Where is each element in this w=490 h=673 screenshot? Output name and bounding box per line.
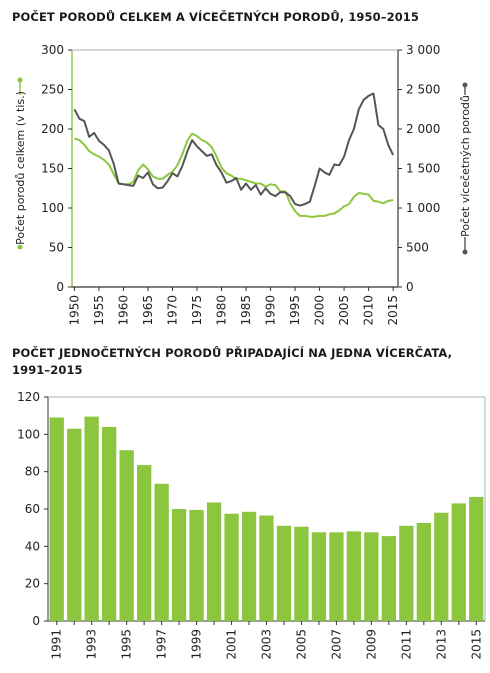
bar-y-tick-label: 100 bbox=[17, 427, 40, 441]
left-legend-dot bbox=[17, 244, 23, 250]
y-left-tick-label: 0 bbox=[56, 280, 64, 294]
x-tick-label: 1995 bbox=[288, 295, 302, 326]
bar bbox=[469, 496, 484, 621]
bar-x-tick-label: 1997 bbox=[155, 629, 169, 660]
bar bbox=[451, 503, 466, 621]
bar bbox=[399, 525, 414, 621]
bar-x-tick-label: 2011 bbox=[399, 629, 413, 660]
x-tick-label: 1960 bbox=[116, 295, 130, 326]
x-tick-label: 1980 bbox=[215, 295, 229, 326]
x-tick-label: 1955 bbox=[92, 295, 106, 326]
x-tick-label: 1975 bbox=[190, 295, 204, 326]
bar bbox=[171, 509, 187, 621]
y-right-axis-label: Počet vícečetných porodů bbox=[459, 95, 472, 237]
y-right-tick-label: 2 500 bbox=[406, 83, 440, 97]
x-tick-label: 1970 bbox=[165, 295, 179, 326]
y-left-axis-label: Počet porodů celkem (v tis.) bbox=[14, 91, 27, 245]
y-right-tick-label: 2 000 bbox=[406, 122, 440, 136]
bar bbox=[119, 450, 134, 621]
x-tick-label: 1950 bbox=[67, 295, 81, 326]
bar bbox=[364, 532, 379, 621]
y-right-tick-label: 1 000 bbox=[406, 201, 440, 215]
bar-y-tick-label: 60 bbox=[25, 502, 40, 516]
bar bbox=[329, 532, 344, 621]
x-tick-label: 2010 bbox=[362, 295, 376, 326]
bar bbox=[102, 426, 117, 621]
bar bbox=[154, 483, 169, 621]
bar-y-tick-label: 120 bbox=[17, 390, 40, 404]
bar bbox=[381, 536, 396, 621]
bar bbox=[259, 515, 274, 621]
right-label-bg bbox=[458, 95, 472, 237]
bar-x-tick-label: 2009 bbox=[364, 629, 378, 660]
bar-x-tick-label: 2003 bbox=[260, 629, 274, 660]
bar-x-tick-label: 2013 bbox=[434, 629, 448, 660]
chart1-line-chart: 0 50 100 150 200 250 300 0 500 1 000 1 500 2 000 2 5… bbox=[13, 43, 472, 326]
chart2-title: POČET JEDNOČETNÝCH PORODŮ PŘIPADAJÍCÍ NA… bbox=[12, 346, 453, 377]
y-left-tick-label: 250 bbox=[41, 83, 64, 97]
right-legend-dot bbox=[462, 249, 468, 255]
bar bbox=[416, 523, 431, 621]
y-left-tick-label: 50 bbox=[49, 241, 64, 255]
bar-y-tick-label: 20 bbox=[25, 577, 40, 591]
bar-x-tick-label: 2015 bbox=[469, 629, 483, 660]
bar bbox=[311, 532, 327, 621]
x-tick-label: 1990 bbox=[264, 295, 278, 326]
left-label-bg bbox=[13, 95, 27, 245]
bar bbox=[67, 428, 82, 621]
bar bbox=[137, 465, 152, 621]
bar bbox=[49, 417, 64, 621]
y-right-tick-label: 0 bbox=[406, 280, 414, 294]
bar bbox=[276, 525, 292, 621]
y-left-tick-label: 300 bbox=[41, 43, 64, 57]
bar bbox=[294, 526, 309, 621]
y-right-tick-label: 1 500 bbox=[406, 162, 440, 176]
bar bbox=[434, 512, 449, 621]
bar-y-tick-label: 0 bbox=[32, 614, 40, 628]
chart1-title: POČET PORODŮ CELKEM A VÍCEČETNÝCH PORODŮ… bbox=[12, 10, 419, 24]
bar bbox=[206, 502, 222, 621]
y-right-tick-label: 3 000 bbox=[406, 43, 440, 57]
y-right-tick-label: 500 bbox=[406, 241, 429, 255]
bar-x-tick-label: 1995 bbox=[120, 629, 134, 660]
bar-x-tick-label: 2001 bbox=[225, 629, 239, 660]
left-legend-dot bbox=[17, 77, 23, 83]
bar bbox=[224, 513, 239, 621]
x-tick-label: 1985 bbox=[239, 295, 253, 326]
bar-x-tick-label: 2005 bbox=[295, 629, 309, 660]
bar-x-tick-label: 2007 bbox=[329, 629, 343, 660]
bar-y-tick-label: 80 bbox=[25, 465, 40, 479]
bar-x-tick-label: 1999 bbox=[190, 629, 204, 660]
bar bbox=[241, 511, 257, 621]
x-tick-label: 2005 bbox=[337, 295, 351, 326]
x-tick-label: 2015 bbox=[386, 295, 400, 326]
y-left-tick-label: 200 bbox=[41, 122, 64, 136]
y-left-tick-label: 150 bbox=[41, 162, 64, 176]
right-legend-dot bbox=[462, 82, 468, 88]
bar-x-tick-label: 1991 bbox=[50, 629, 64, 660]
series-line-multiple-births bbox=[73, 92, 395, 207]
bar bbox=[84, 416, 99, 621]
x-tick-label: 1965 bbox=[141, 295, 155, 326]
bar bbox=[346, 531, 361, 621]
bar bbox=[189, 509, 204, 621]
bar-x-tick-label: 1993 bbox=[85, 629, 99, 660]
y-left-tick-label: 100 bbox=[41, 201, 64, 215]
bar-y-tick-label: 40 bbox=[25, 539, 40, 553]
x-tick-label: 2000 bbox=[313, 295, 327, 326]
